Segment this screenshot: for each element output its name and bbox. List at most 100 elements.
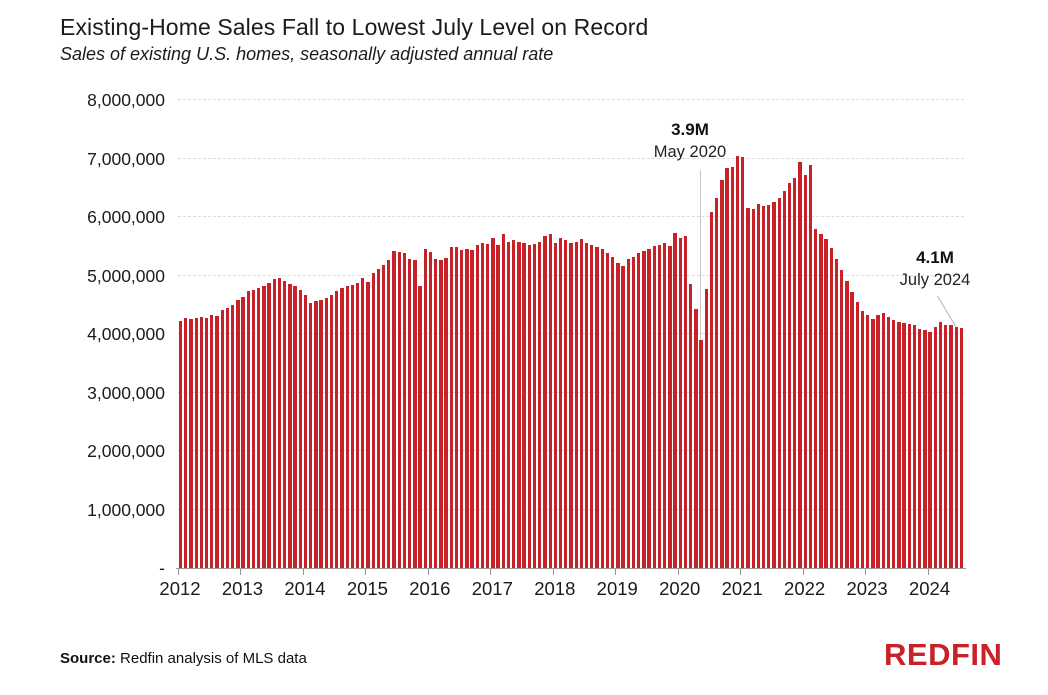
bar bbox=[730, 167, 735, 568]
bar bbox=[178, 320, 183, 568]
bar bbox=[850, 291, 854, 568]
bar bbox=[876, 315, 880, 568]
redfin-logo: REDFIN bbox=[884, 637, 1003, 672]
bar bbox=[460, 249, 464, 568]
bar bbox=[387, 260, 391, 568]
bar bbox=[319, 300, 323, 568]
bar bbox=[512, 239, 516, 568]
bar bbox=[423, 248, 427, 568]
gridline bbox=[178, 99, 964, 100]
y-tick-label: 8,000,000 bbox=[87, 90, 165, 110]
bar bbox=[683, 236, 688, 568]
bar bbox=[678, 238, 682, 568]
bar bbox=[433, 258, 438, 568]
bar bbox=[491, 238, 495, 568]
bar bbox=[496, 245, 500, 568]
bar bbox=[350, 284, 355, 568]
bar bbox=[558, 238, 563, 568]
bar bbox=[355, 282, 360, 568]
bar bbox=[616, 263, 620, 568]
x-tick-label: 2019 bbox=[596, 578, 638, 599]
bar bbox=[345, 286, 349, 568]
x-tick-label: 2017 bbox=[471, 578, 513, 599]
bar bbox=[584, 243, 589, 568]
x-tick bbox=[302, 569, 304, 575]
bar bbox=[397, 252, 401, 568]
y-tick-label: 4,000,000 bbox=[87, 324, 165, 344]
bar bbox=[298, 289, 302, 568]
x-tick-label: 2018 bbox=[534, 578, 576, 599]
bar bbox=[902, 322, 906, 568]
bar bbox=[631, 256, 636, 568]
bar bbox=[725, 167, 729, 568]
bar bbox=[475, 245, 479, 568]
bar bbox=[590, 245, 594, 568]
bar bbox=[751, 208, 755, 568]
bar bbox=[793, 178, 797, 568]
bar bbox=[787, 183, 792, 568]
annotation-leader-line-may-2020 bbox=[700, 170, 701, 340]
source-label: Source: bbox=[60, 650, 116, 667]
x-tick-label: 2015 bbox=[346, 578, 388, 599]
bar bbox=[230, 304, 235, 568]
bar bbox=[886, 317, 891, 568]
bar bbox=[527, 245, 532, 568]
bar bbox=[272, 279, 276, 568]
bar bbox=[803, 174, 807, 568]
bar bbox=[277, 277, 282, 568]
bar bbox=[933, 326, 938, 568]
bar bbox=[663, 242, 667, 568]
x-tick bbox=[927, 569, 929, 575]
x-tick bbox=[552, 569, 554, 575]
bar bbox=[366, 281, 370, 568]
y-tick-label: - bbox=[159, 558, 165, 578]
bar bbox=[340, 287, 344, 568]
bar bbox=[236, 300, 240, 568]
bar bbox=[668, 246, 672, 568]
bar bbox=[923, 329, 927, 568]
bar bbox=[694, 308, 698, 568]
bar bbox=[834, 259, 839, 568]
x-tick bbox=[365, 569, 367, 575]
bar bbox=[715, 198, 719, 568]
bar bbox=[735, 155, 740, 568]
bar bbox=[246, 291, 250, 568]
bar bbox=[553, 242, 558, 568]
bar bbox=[652, 246, 656, 568]
x-tick bbox=[802, 569, 804, 575]
gridline bbox=[178, 157, 964, 159]
bar bbox=[928, 332, 932, 568]
bar bbox=[486, 243, 490, 568]
bar bbox=[605, 253, 610, 568]
bar bbox=[642, 250, 646, 568]
y-tick-label: 2,000,000 bbox=[87, 441, 165, 461]
bar bbox=[595, 247, 599, 568]
page-title: Existing-Home Sales Fall to Lowest July … bbox=[60, 14, 649, 40]
bar bbox=[444, 257, 448, 568]
bar bbox=[303, 294, 308, 568]
x-tick bbox=[615, 569, 617, 575]
bar bbox=[626, 259, 630, 568]
bar bbox=[569, 243, 573, 568]
bar bbox=[829, 248, 833, 568]
y-tick-label: 5,000,000 bbox=[87, 265, 165, 286]
bar bbox=[761, 206, 766, 568]
bar bbox=[543, 235, 547, 568]
annotation-value: 4.1M bbox=[916, 248, 954, 267]
bar bbox=[954, 326, 958, 568]
bar bbox=[371, 272, 375, 568]
bar bbox=[402, 252, 407, 568]
bar bbox=[413, 260, 417, 568]
bar bbox=[517, 241, 521, 568]
bar bbox=[538, 241, 542, 568]
bar bbox=[194, 318, 198, 568]
bar bbox=[912, 325, 917, 568]
bar bbox=[621, 266, 625, 568]
y-tick-label: 7,000,000 bbox=[87, 148, 165, 169]
bar bbox=[532, 243, 537, 568]
bar bbox=[746, 207, 750, 568]
bar bbox=[522, 243, 526, 568]
x-tick-label: 2016 bbox=[409, 578, 451, 599]
bar bbox=[813, 228, 818, 568]
bar bbox=[699, 339, 703, 568]
